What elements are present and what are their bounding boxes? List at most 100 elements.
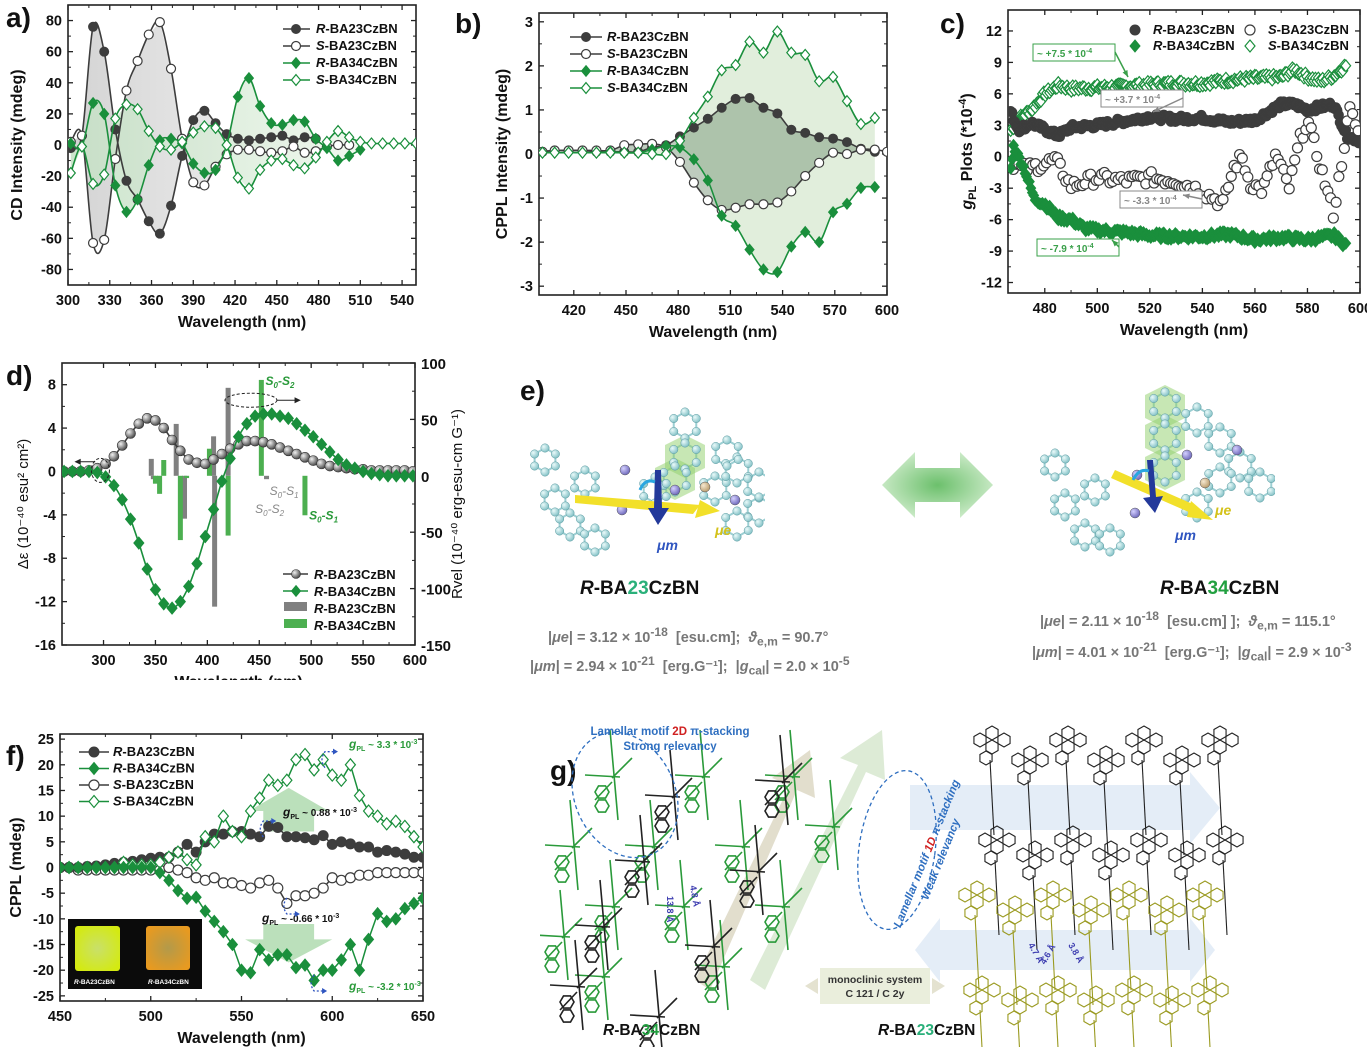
data-point — [332, 124, 344, 138]
arrowhead — [322, 988, 328, 995]
ring — [1142, 825, 1156, 841]
x-tick-label: 360 — [139, 293, 163, 309]
carbon-atom — [681, 468, 691, 477]
compound-name-g-left: R-BA34CzBN — [603, 1022, 700, 1039]
molecule-r-ba34czbn — [574, 879, 623, 971]
bond — [601, 957, 623, 979]
ring — [584, 985, 600, 999]
ring — [970, 880, 984, 896]
data-point — [390, 469, 402, 483]
y-tick-label: -60 — [41, 231, 62, 247]
data-point — [1316, 164, 1328, 176]
ring — [1191, 982, 1205, 998]
data-point — [143, 159, 154, 172]
data-point — [814, 132, 825, 143]
x-axis-label: Wavelength (nm) — [649, 324, 777, 340]
ring — [1078, 920, 1092, 936]
data-point — [244, 882, 257, 894]
y-tick-label: 0 — [994, 150, 1002, 166]
data-point — [175, 445, 186, 457]
data-point — [126, 860, 139, 875]
data-point — [1353, 137, 1360, 149]
carbon-atom — [570, 471, 580, 481]
data-point — [163, 850, 175, 865]
data-point — [308, 887, 320, 899]
data-point — [299, 132, 310, 143]
data-point — [308, 834, 320, 846]
bar — [212, 475, 218, 607]
data-point — [332, 154, 344, 167]
x-tick-label: 540 — [390, 293, 414, 309]
data-point — [1333, 170, 1345, 183]
bar — [148, 458, 154, 476]
x-tick-label: 540 — [770, 303, 794, 319]
annotation-box — [1119, 190, 1203, 209]
bond — [994, 859, 1000, 936]
carbon-atom — [1115, 541, 1125, 551]
curl-arrow — [259, 820, 274, 838]
data-point — [758, 102, 769, 113]
legend: R-BA23CzBN S-BA23CzBN R-BA34CzBN S-BA34CzBN — [283, 21, 398, 87]
carbon-atom — [590, 471, 600, 481]
ring — [1110, 887, 1124, 903]
data-point — [224, 451, 236, 466]
data-point — [263, 874, 275, 886]
gpl-annotation: gPL ~ -3.2 * 10-3 — [348, 979, 421, 995]
data-point — [855, 181, 867, 195]
data-point — [371, 809, 384, 824]
times-symbol: × — [1110, 644, 1120, 661]
legend-label: R-BA23CzBN — [607, 29, 689, 44]
data-point — [800, 127, 811, 138]
data-point — [235, 963, 248, 977]
mu-m-unit: [erg.G⁻¹]; — [662, 658, 728, 675]
ring — [1210, 887, 1224, 903]
decrease-arrow — [245, 923, 333, 963]
ring — [1131, 750, 1145, 766]
molecule-structure-drawing: μe μm — [530, 407, 775, 557]
data-point — [317, 752, 329, 767]
bond — [1164, 929, 1170, 1006]
ring — [704, 989, 720, 1003]
ring — [1051, 975, 1065, 991]
data-point — [143, 29, 154, 40]
ring — [1121, 1000, 1135, 1016]
chart-d-calculated-ecd: 300350400450500550600-16-12-8-4048Wavele… — [15, 356, 466, 680]
carbon-atom — [575, 514, 585, 524]
carbon-atom — [1226, 429, 1236, 438]
magnetic-dipole-arrow — [1143, 460, 1163, 513]
data-point — [166, 434, 178, 446]
data-point — [88, 761, 100, 776]
data-point — [580, 48, 592, 60]
data-point — [277, 130, 288, 141]
y-right-tick-label: 0 — [421, 469, 429, 486]
ring — [1096, 902, 1110, 918]
carbon-atom — [1255, 467, 1265, 477]
stacking-direction-arrow — [695, 750, 815, 990]
data-point — [288, 141, 299, 152]
data-point — [244, 965, 257, 980]
x-tick-label: 550 — [351, 653, 375, 669]
bond — [576, 967, 598, 989]
g-cal-value: 2.9 — [1287, 644, 1309, 661]
y-tick-label: 3 — [994, 118, 1002, 134]
ring — [1061, 725, 1075, 741]
data-point — [241, 416, 253, 431]
data-point — [321, 135, 333, 149]
mu-m-value: 2.94 — [576, 658, 605, 675]
carbon-atom — [555, 526, 565, 536]
nitrogen-atom — [729, 494, 741, 506]
bond — [1017, 1019, 1020, 1047]
electric-dipole-arrowhead — [1187, 501, 1213, 520]
ring — [739, 894, 755, 908]
carbon-atom — [732, 506, 742, 516]
mu-e-unit: [esu.cm]; — [675, 629, 741, 646]
ring — [724, 869, 740, 883]
data-point — [1336, 160, 1348, 173]
data-point — [353, 963, 366, 977]
data-point — [1054, 157, 1066, 169]
mu-e-unit: [esu.cm] ]; — [1167, 613, 1241, 630]
legend-label: S-BA23CzBN — [113, 777, 194, 792]
y-tick-label: 10 — [38, 809, 54, 825]
carbon-atom — [669, 414, 679, 423]
y-tick-label: 0 — [48, 464, 56, 480]
